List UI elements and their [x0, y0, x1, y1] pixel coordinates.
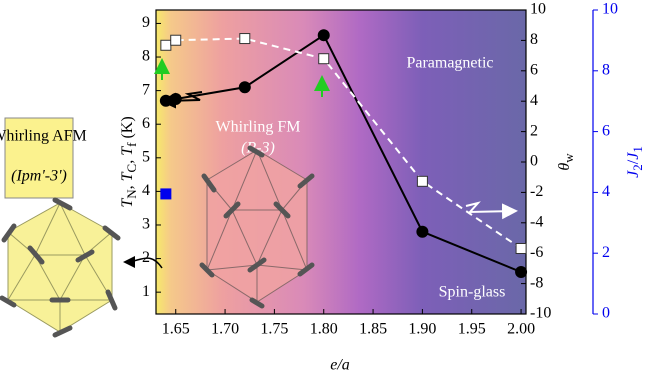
y-tick-label: 5 [142, 148, 150, 165]
point [318, 53, 330, 65]
x-tick-label: 1.80 [310, 321, 338, 338]
y-tick-label: 1 [142, 283, 150, 300]
y-tick-label: 3 [142, 216, 150, 233]
y-tick-label: 4 [142, 182, 150, 199]
x-tick-label: 1.75 [260, 321, 288, 338]
y-label-part: f [124, 142, 139, 147]
x-tick-label: 1.65 [162, 321, 190, 338]
y3-label-part: J [625, 152, 642, 160]
point [515, 266, 528, 279]
x-tick-label: 1.85 [359, 321, 387, 338]
x-tick-label: 1.95 [458, 321, 486, 338]
y-label-part: T [119, 146, 136, 156]
marks: 1.65 1.70 1.75 1.80 1.85 1.90 1.95 2.00 1 2 3 4 5 6 7 8… [142, 1, 618, 338]
y-label-part: N [124, 189, 139, 199]
axis-arrow [160, 91, 203, 109]
y2-tick-label: 6 [530, 61, 538, 78]
x-label: e/a [330, 357, 350, 374]
y-tick-label: 8 [142, 48, 150, 65]
series-line [165, 37, 522, 250]
point [317, 29, 330, 42]
x-tick-label: 1.70 [211, 321, 239, 338]
y2-tick-label: 8 [530, 31, 538, 48]
y-label-part: , [119, 156, 136, 164]
y2-tick-label: -10 [530, 305, 551, 322]
y-label-part: C [124, 164, 139, 173]
point [160, 188, 172, 200]
y-label-part: T [119, 198, 136, 208]
fm-icosahedron [199, 145, 315, 309]
y2-tick-label: 2 [530, 122, 538, 139]
pointer-arrow [123, 255, 163, 269]
y3-label-part: 1 [630, 146, 645, 153]
y3-label-part: J [625, 170, 642, 178]
y3-tick-label: 0 [602, 305, 610, 322]
y2-tick-label: 10 [530, 1, 546, 18]
annotation: (R-3) [241, 140, 275, 157]
y2-label: θw [556, 153, 576, 171]
x-tick-label: 1.90 [408, 321, 436, 338]
annotation: Whirling AFM [0, 128, 87, 145]
y-label: TN, TC, Tf (K) [119, 116, 139, 207]
point [170, 34, 182, 46]
y3-label-part: 2 [630, 164, 645, 171]
y2-tick-label: 4 [530, 92, 538, 109]
annotation: Whirling FM [216, 119, 301, 136]
y2-tick-label: -4 [530, 213, 543, 230]
y3-tick-label: 2 [602, 244, 610, 261]
y-tick-label: 7 [142, 81, 150, 98]
y2-tick-label: -2 [530, 183, 543, 200]
y3-label: J2/J1 [625, 146, 645, 178]
y-tick-label: 2 [142, 249, 150, 266]
point [160, 39, 172, 51]
annotation: (Ipm'-3') [11, 168, 67, 185]
y2-tick-label: -6 [530, 244, 543, 261]
y3-tick-label: 4 [602, 183, 610, 200]
y2-tick-label: 0 [530, 153, 538, 170]
x-tick-label: 2.00 [507, 321, 535, 338]
y3-tick-label: 8 [602, 61, 610, 78]
point [238, 81, 251, 94]
y-tick-label: 6 [142, 115, 150, 132]
y-label-part: , [119, 181, 136, 189]
y-label-part: T [119, 171, 136, 181]
y3-tick-label: 10 [602, 1, 618, 18]
y2-tick-label: -8 [530, 274, 543, 291]
y-label-part: (K) [119, 116, 136, 142]
afm-icosahedron [0, 197, 121, 338]
point [159, 94, 172, 107]
annotation: Spin-glass [439, 284, 506, 301]
y2-label-part: θ [556, 163, 573, 171]
axis-arrow [465, 201, 518, 220]
y2-label-part: w [561, 153, 576, 163]
point [416, 175, 428, 187]
annotation: Paramagnetic [406, 55, 493, 72]
y-tick-label: 9 [142, 14, 150, 31]
point [239, 33, 251, 45]
point [515, 242, 527, 254]
y3-label-part: / [625, 159, 642, 164]
y3-tick-label: 6 [602, 122, 610, 139]
afm-box [4, 117, 74, 199]
point [169, 93, 182, 106]
point [416, 225, 429, 238]
